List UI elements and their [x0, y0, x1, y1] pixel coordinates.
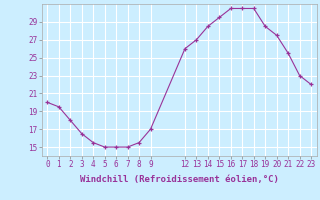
- X-axis label: Windchill (Refroidissement éolien,°C): Windchill (Refroidissement éolien,°C): [80, 175, 279, 184]
